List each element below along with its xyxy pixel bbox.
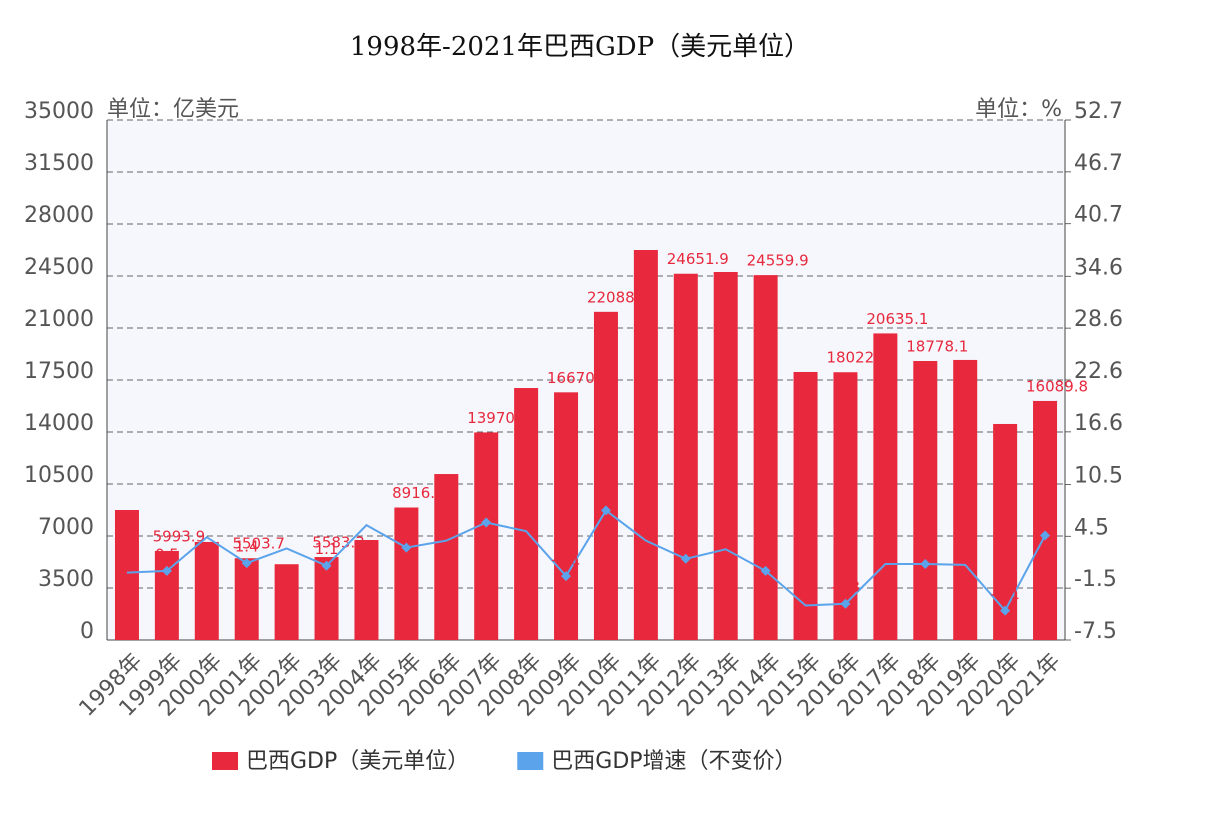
legend-swatch [212, 752, 238, 770]
line-marker [1000, 605, 1011, 616]
bar [873, 333, 898, 640]
y2-tick-label: -1.5 [1074, 567, 1117, 592]
line-value-label: 0.5 [155, 545, 179, 563]
bar [474, 432, 499, 640]
bar [314, 557, 339, 640]
y-tick-label: 7000 [38, 515, 94, 540]
bar [354, 540, 379, 640]
bar [154, 550, 179, 640]
bar [114, 510, 139, 640]
bar-value-label: 16089.8 [1026, 377, 1088, 395]
bar-value-label: 5583.3 [312, 534, 365, 552]
line-value-label: 4.6 [1033, 510, 1057, 528]
bar [1033, 400, 1058, 640]
plot-background [107, 120, 1065, 640]
y2-tick-label: 46.7 [1074, 151, 1123, 176]
line-value-label: 1.1 [315, 540, 339, 558]
y2-unit-label: 单位：% [975, 97, 1062, 122]
bar [953, 359, 978, 640]
bar-value-label: 5993.9 [153, 527, 206, 545]
line-value-label: 1.4 [235, 538, 259, 556]
y-tick-label: 21000 [24, 307, 94, 332]
line-value-label: 0.5 [754, 545, 778, 563]
bar [593, 311, 618, 640]
line [126, 508, 1046, 613]
bar [673, 273, 698, 640]
y-tick-label: 31500 [24, 151, 94, 176]
y2-tick-label: 10.5 [1074, 464, 1123, 489]
bar [194, 541, 219, 640]
line-value-label: 1.3 [913, 538, 937, 556]
line-marker [760, 565, 771, 576]
bar [993, 423, 1018, 640]
y-tick-label: 35000 [24, 99, 94, 124]
y2-tick-label: 28.6 [1074, 307, 1123, 332]
bar [793, 371, 818, 640]
y-tick-label: 0 [80, 619, 94, 644]
bar-value-label: 20635.1 [866, 310, 928, 328]
bar-value-label: 18022.1 [826, 349, 888, 367]
line-marker [1040, 530, 1051, 541]
y2-tick-label: 4.5 [1074, 515, 1109, 540]
line-marker [680, 553, 691, 564]
bar-value-label: 18778.1 [906, 338, 968, 356]
line-value-label: -4.1 [990, 585, 1019, 603]
legend-label: 巴西GDP（美元单位） [246, 749, 469, 774]
bar-value-label: 13970.8 [467, 409, 529, 427]
bar-value-label: 24651.9 [667, 250, 729, 268]
y-tick-label: 3500 [38, 567, 94, 592]
line-value-label: 7.5 [594, 485, 618, 503]
line-marker [241, 558, 252, 569]
bar [913, 361, 938, 640]
line-value-label: 1.9 [674, 533, 698, 551]
bar-value-label: 16670.2 [547, 369, 609, 387]
y2-tick-label: 52.7 [1074, 99, 1123, 124]
bar [554, 392, 579, 640]
y-tick-label: 10500 [24, 463, 94, 488]
line-marker [161, 565, 172, 576]
bar [633, 250, 658, 640]
bar [274, 564, 299, 640]
line-value-label: -3.3 [831, 578, 860, 596]
legend-label: 巴西GDP增速（不变价） [551, 749, 796, 774]
line-value-label: 3.2 [394, 522, 418, 540]
bar-value-label: 22088.7 [587, 288, 649, 306]
line-marker [321, 560, 332, 571]
chart-title: 1998年-2021年巴西GDP（美元单位） [350, 32, 810, 62]
bar-value-label: 5503.7 [232, 535, 285, 553]
line-value-label: -0.1 [551, 551, 580, 569]
line-marker [920, 558, 931, 569]
bar [514, 388, 539, 640]
y2-tick-label: 16.6 [1074, 411, 1123, 436]
legend-swatch [517, 752, 544, 770]
y2-tick-label: 22.6 [1074, 359, 1123, 384]
bar [434, 474, 459, 640]
bar [234, 558, 259, 640]
line-marker [561, 571, 572, 582]
y-tick-label: 28000 [24, 203, 94, 228]
bar-value-label: 24559.9 [747, 252, 809, 270]
bar [713, 271, 738, 640]
line-marker [401, 542, 412, 553]
bar [394, 507, 419, 640]
bar [753, 275, 778, 640]
y2-tick-label: 34.6 [1074, 255, 1123, 280]
line-marker [481, 517, 492, 528]
line-marker [600, 505, 611, 516]
line-value-label: 6.1 [474, 497, 498, 515]
y-tick-label: 14000 [24, 411, 94, 436]
y2-tick-label: 40.7 [1074, 203, 1123, 228]
bar-value-label: 8916.9 [392, 484, 445, 502]
line-marker [840, 598, 851, 609]
y2-tick-label: -7.5 [1074, 619, 1117, 644]
y-tick-label: 24500 [24, 255, 94, 280]
y-unit-label: 单位：亿美元 [107, 97, 239, 122]
y-tick-label: 17500 [24, 359, 94, 384]
